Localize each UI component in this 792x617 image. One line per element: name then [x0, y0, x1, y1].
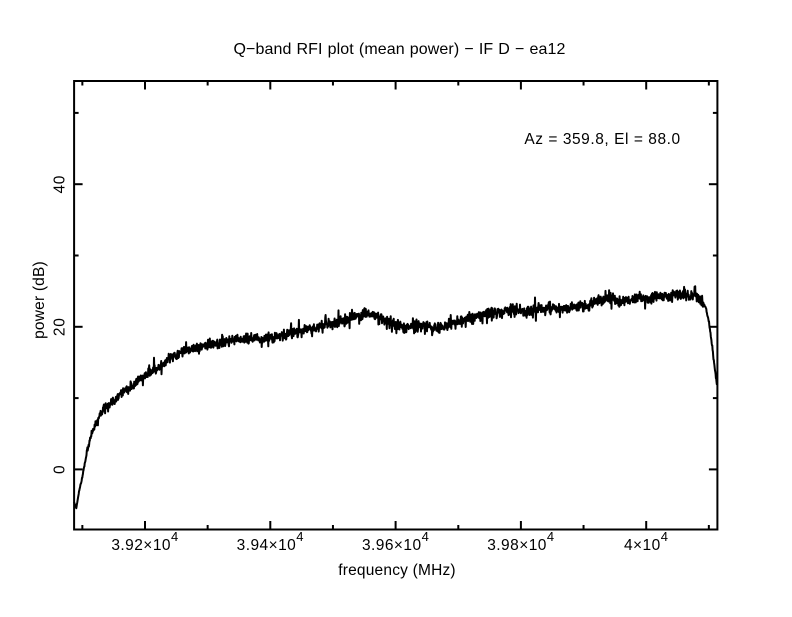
- svg-text:Q−band RFI plot (mean power) −: Q−band RFI plot (mean power) − IF D − ea…: [234, 41, 566, 58]
- svg-text:40: 40: [52, 175, 69, 194]
- svg-text:Az = 359.8, El = 88.0: Az = 359.8, El = 88.0: [524, 131, 680, 148]
- svg-text:20: 20: [52, 317, 69, 336]
- svg-text:frequency (MHz): frequency (MHz): [338, 562, 456, 579]
- svg-text:0: 0: [52, 465, 69, 474]
- svg-text:power (dB): power (dB): [31, 261, 48, 339]
